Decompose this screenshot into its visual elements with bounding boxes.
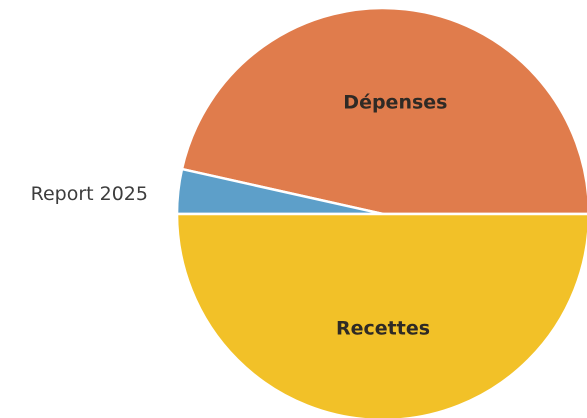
slice-label-report-2025: Report 2025	[31, 183, 148, 205]
slice-label-recettes: Recettes	[336, 317, 430, 339]
slice-label-d-penses: Dépenses	[343, 91, 447, 113]
pie-slice-d-penses	[180, 6, 587, 216]
pie-slice-recettes	[175, 212, 587, 418]
